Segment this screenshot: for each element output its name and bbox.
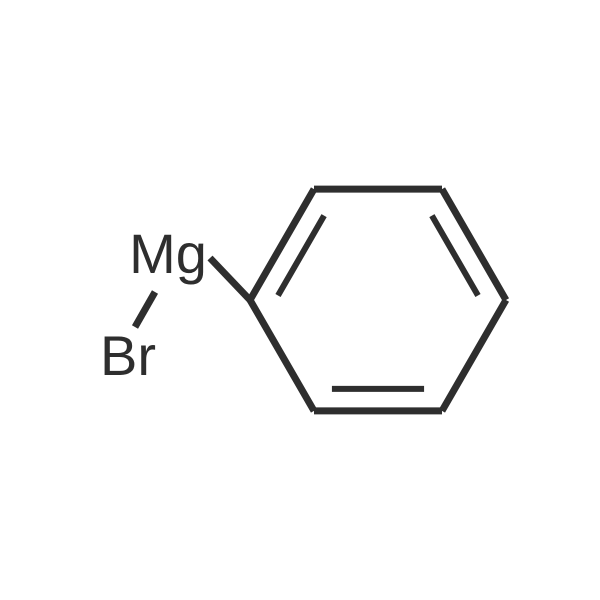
mg-label: Mg	[129, 222, 207, 285]
br-label: Br	[100, 324, 156, 387]
ring-double-bond	[432, 216, 478, 296]
molecule-diagram: Mg Br	[0, 0, 600, 600]
ring-bond	[250, 300, 314, 411]
mg-br-bond	[135, 292, 155, 327]
mg-ring-bond	[210, 258, 250, 300]
ring-bond	[442, 300, 506, 411]
ring-double-bond	[278, 216, 324, 296]
